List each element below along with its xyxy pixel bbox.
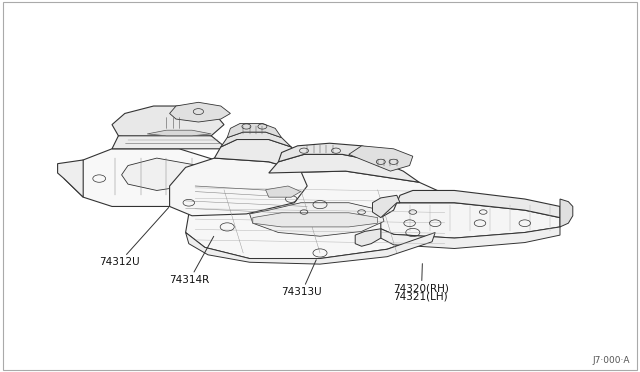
Polygon shape — [227, 124, 282, 138]
Text: J7·000·A: J7·000·A — [593, 356, 630, 365]
Polygon shape — [221, 132, 291, 147]
Polygon shape — [58, 160, 83, 197]
Polygon shape — [355, 229, 381, 246]
Polygon shape — [112, 106, 224, 136]
Text: 74321(LH): 74321(LH) — [394, 292, 448, 301]
Polygon shape — [122, 158, 205, 190]
Polygon shape — [253, 213, 378, 227]
Polygon shape — [372, 195, 400, 218]
Text: 74312U: 74312U — [99, 208, 169, 267]
Polygon shape — [186, 171, 451, 259]
Polygon shape — [64, 149, 240, 206]
Polygon shape — [186, 232, 435, 264]
Polygon shape — [278, 143, 390, 162]
Polygon shape — [381, 203, 560, 238]
Polygon shape — [397, 190, 560, 218]
Polygon shape — [269, 154, 419, 182]
Polygon shape — [250, 203, 384, 236]
Text: 74320(RH): 74320(RH) — [394, 264, 449, 293]
Polygon shape — [349, 146, 413, 171]
Text: 74313U: 74313U — [282, 260, 322, 297]
Polygon shape — [112, 128, 227, 149]
Polygon shape — [381, 227, 560, 248]
Polygon shape — [560, 199, 573, 227]
Polygon shape — [266, 186, 301, 197]
Text: 74314R: 74314R — [170, 236, 214, 285]
Polygon shape — [147, 130, 211, 136]
Polygon shape — [170, 102, 230, 122]
Polygon shape — [214, 140, 301, 171]
Polygon shape — [170, 158, 307, 216]
